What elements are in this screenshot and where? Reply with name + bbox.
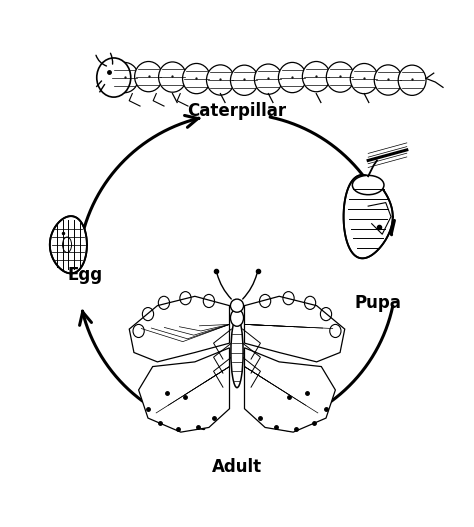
Ellipse shape [231, 317, 243, 388]
Polygon shape [245, 348, 336, 432]
Ellipse shape [278, 62, 306, 93]
Text: Pupa: Pupa [354, 294, 401, 312]
Ellipse shape [398, 65, 426, 95]
Ellipse shape [97, 58, 131, 97]
Ellipse shape [326, 62, 354, 92]
Polygon shape [129, 296, 229, 362]
Text: Caterpillar: Caterpillar [187, 102, 287, 120]
Polygon shape [344, 175, 393, 258]
Ellipse shape [230, 65, 258, 95]
Ellipse shape [350, 63, 378, 94]
Ellipse shape [230, 309, 244, 326]
Ellipse shape [374, 65, 402, 95]
Polygon shape [50, 216, 87, 274]
Text: Egg: Egg [67, 266, 102, 284]
Ellipse shape [302, 62, 330, 92]
Polygon shape [245, 296, 345, 362]
Ellipse shape [135, 62, 163, 92]
Ellipse shape [255, 64, 282, 94]
Polygon shape [138, 348, 229, 432]
Circle shape [230, 299, 244, 312]
Text: Adult: Adult [212, 458, 262, 476]
Ellipse shape [207, 65, 234, 95]
Ellipse shape [352, 175, 384, 194]
Ellipse shape [182, 63, 210, 94]
Ellipse shape [110, 62, 138, 93]
Ellipse shape [159, 62, 186, 92]
